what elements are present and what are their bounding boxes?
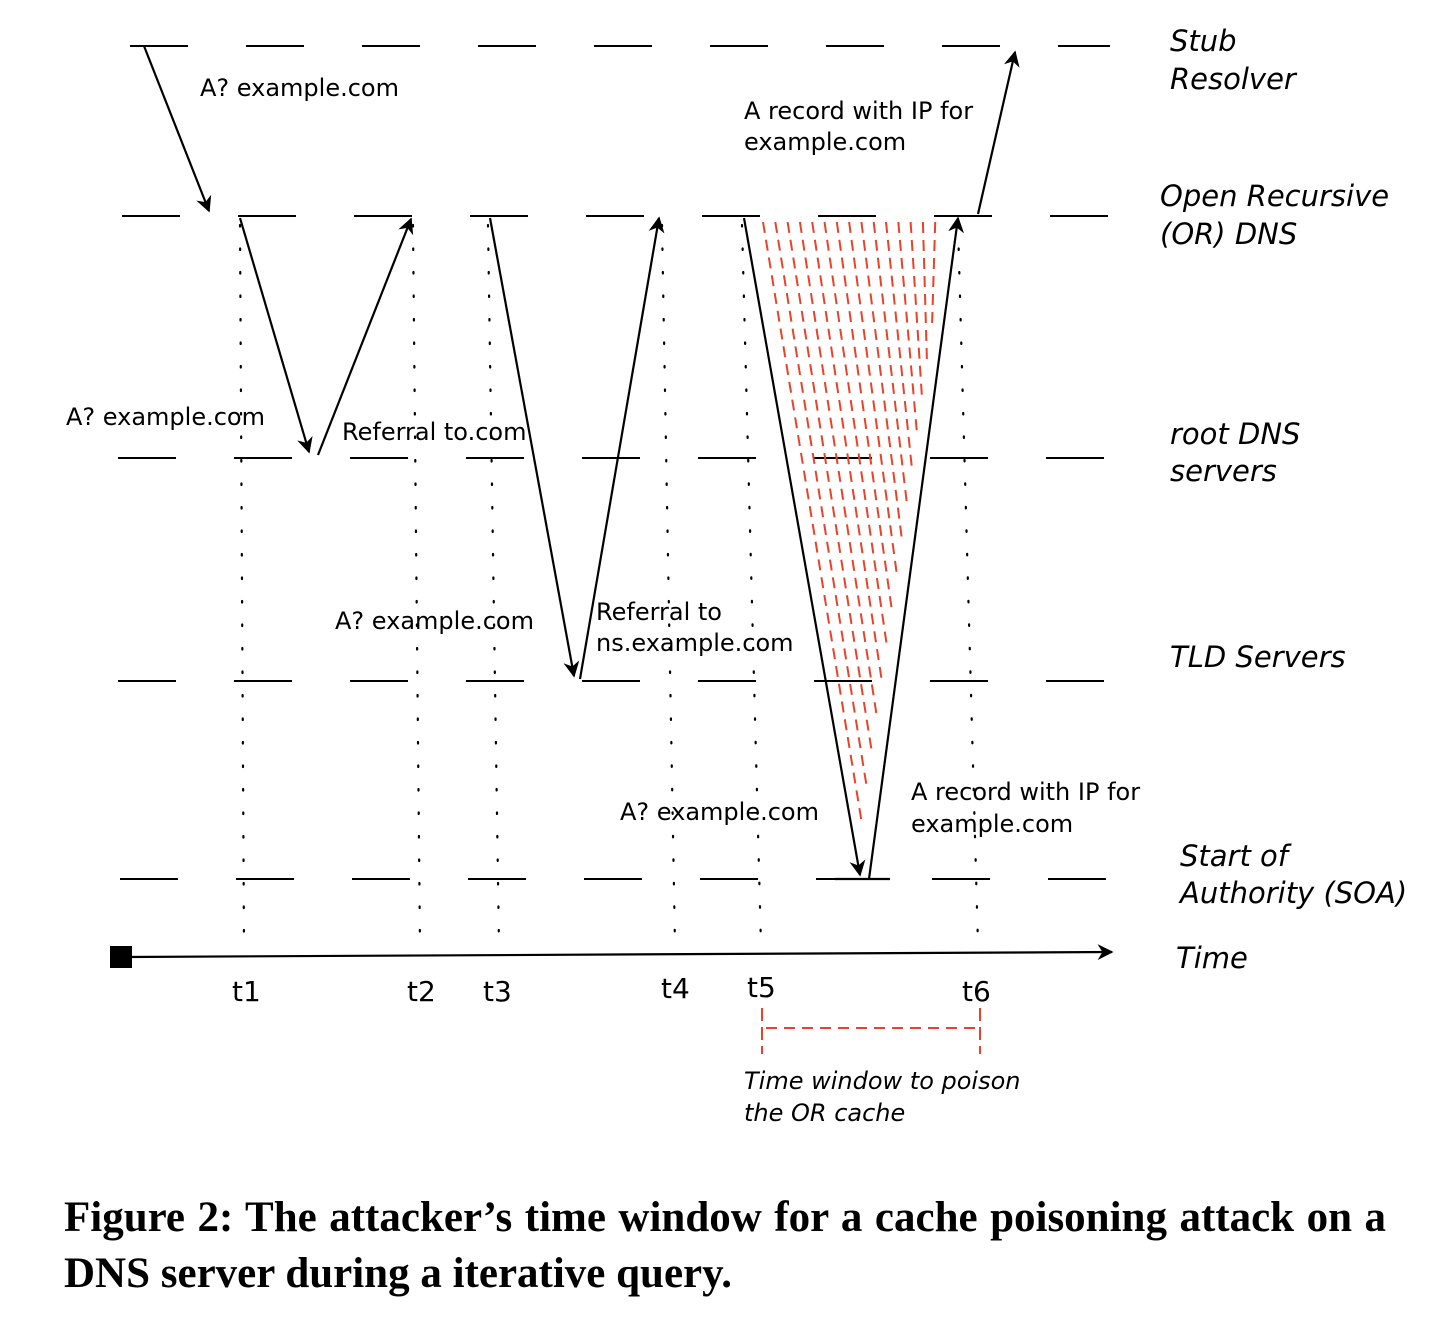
lane-or-line1: Open Recursive	[1160, 179, 1389, 213]
spoofed-response-line	[798, 221, 878, 718]
label-tld-query: A? example.com	[335, 607, 534, 635]
arrow-root-to-or-referral	[316, 217, 414, 456]
label-tld-referral-line2: ns.example.com	[596, 629, 794, 657]
tick-t3: t3	[483, 975, 512, 1008]
label-stub-answer-line2: example.com	[744, 128, 906, 156]
label-stub-query: A? example.com	[200, 74, 399, 102]
spoofed-response-lines	[762, 221, 937, 825]
lane-root-line2: servers	[1170, 454, 1277, 488]
lane-soa-line2: Authority (SOA)	[1178, 876, 1407, 910]
time-marker-t2	[411, 223, 422, 947]
arrow-soa-to-or-answer	[867, 216, 965, 880]
arrow-tld-to-or-referral	[578, 216, 665, 680]
arrow-stub-to-or-query	[142, 45, 212, 213]
label-soa-query: A? example.com	[620, 798, 819, 826]
tick-t1: t1	[232, 975, 261, 1008]
time-marker-t6	[956, 223, 980, 947]
spoofed-response-line	[872, 221, 908, 505]
tick-t2: t2	[407, 975, 436, 1008]
spoofed-response-line	[921, 221, 928, 363]
message-arrows	[142, 45, 1020, 881]
time-axis-line	[120, 944, 1114, 961]
time-ticks: t1 t2 t3 t4 t5 t6	[232, 971, 991, 1008]
time-marker-t5	[740, 223, 763, 947]
arrow-or-to-root-query	[238, 217, 313, 454]
lifelines	[118, 45, 1110, 880]
time-axis: Time	[110, 941, 1248, 975]
time-marker-t4	[660, 223, 677, 947]
time-marker-t3	[486, 223, 501, 947]
spoofed-response-line	[835, 221, 893, 612]
label-root-referral: Referral to.com	[342, 418, 526, 446]
spoofed-response-line	[885, 221, 913, 470]
label-soa-answer-line2: example.com	[911, 810, 1073, 838]
lane-tld-line1: TLD Servers	[1170, 640, 1346, 674]
message-labels: A? example.com A? example.com Referral t…	[66, 74, 1140, 838]
arrow-or-to-tld-query	[488, 217, 580, 678]
tick-t5: t5	[747, 971, 776, 1004]
label-stub-answer-line1: A record with IP for	[744, 97, 973, 125]
arrow-or-to-stub-answer	[976, 50, 1020, 215]
lane-or-line2: (OR) DNS	[1160, 217, 1297, 251]
spoofed-response-line	[811, 221, 883, 683]
time-axis-label: Time	[1176, 941, 1248, 975]
spoofed-response-line	[909, 221, 923, 399]
lane-soa-line1: Start of	[1180, 839, 1292, 873]
window-note-line1: Time window to poison	[744, 1067, 1021, 1095]
spoofed-response-line	[762, 221, 863, 825]
window-note-line2: the OR cache	[744, 1099, 905, 1127]
spoofed-response-line	[848, 221, 898, 576]
label-tld-referral-line1: Referral to	[596, 598, 722, 626]
spoofed-response-line	[774, 221, 868, 789]
lane-root-line1: root DNS	[1170, 417, 1300, 451]
spoofed-response-line	[897, 221, 918, 434]
tick-t4: t4	[661, 972, 690, 1005]
spoofed-response-line	[931, 221, 937, 328]
tick-t6: t6	[962, 975, 991, 1008]
label-soa-answer-line1: A record with IP for	[911, 778, 1140, 806]
spoofed-response-line	[860, 221, 903, 541]
figure-caption: Figure 2: The attacker’s time window for…	[64, 1194, 1386, 1297]
lane-labels: Stub Resolver Open Recursive (OR) DNS ro…	[1160, 24, 1407, 910]
dns-timing-diagram: Time t1 t2 t3 t4 t5 t6 Time window to po…	[66, 24, 1407, 1127]
attack-window-bracket: Time window to poison the OR cache	[744, 1008, 1021, 1127]
label-root-query: A? example.com	[66, 403, 265, 431]
time-marker-t1	[238, 223, 246, 947]
arrow-or-to-soa-query	[742, 217, 866, 877]
lane-stub-line2: Resolver	[1170, 62, 1298, 96]
time-markers	[238, 223, 980, 947]
lane-stub-line1: Stub	[1170, 24, 1237, 58]
